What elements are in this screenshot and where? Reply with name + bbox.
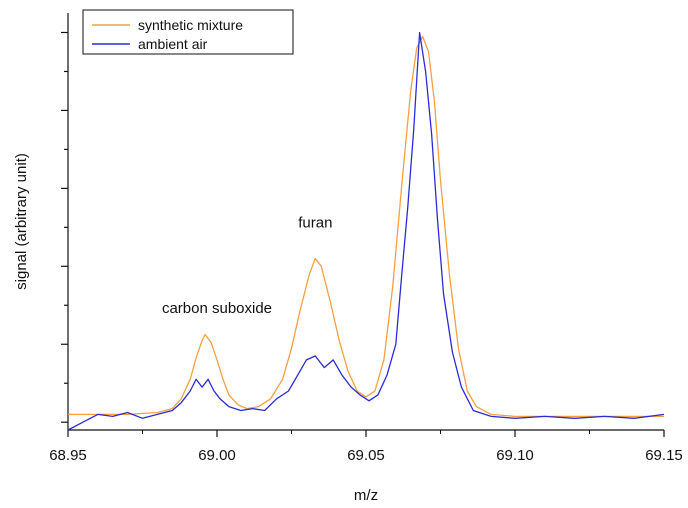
legend-label: ambient air [138,36,208,52]
series-line-ambient-air [67,31,665,431]
legend-label: synthetic mixture [138,17,243,33]
series-line-synthetic-mixture [68,35,664,418]
x-tick-label: 69.05 [347,447,385,464]
x-tick-label: 69.10 [496,447,534,464]
y-axis-title: signal (arbitrary unit) [13,153,30,290]
series-layer [67,31,665,431]
legend: synthetic mixture ambient air [82,9,294,55]
x-ticks: 68.95 69.00 69.05 69.10 69.15 [49,430,683,464]
legend-items: synthetic mixture ambient air [92,17,243,52]
y-ticks [61,31,68,423]
x-tick-label: 69.00 [198,447,236,464]
peak-label: carbon suboxide [162,300,272,317]
peak-label: furan [298,214,332,231]
axes: 68.95 69.00 69.05 69.10 69.15 [49,13,683,464]
x-tick-label: 68.95 [49,447,87,464]
legend-box [82,9,294,55]
x-tick-label: 69.15 [645,447,683,464]
x-axis-title: m/z [354,487,378,504]
annotations: carbon suboxidefuranisoprene [162,214,332,317]
